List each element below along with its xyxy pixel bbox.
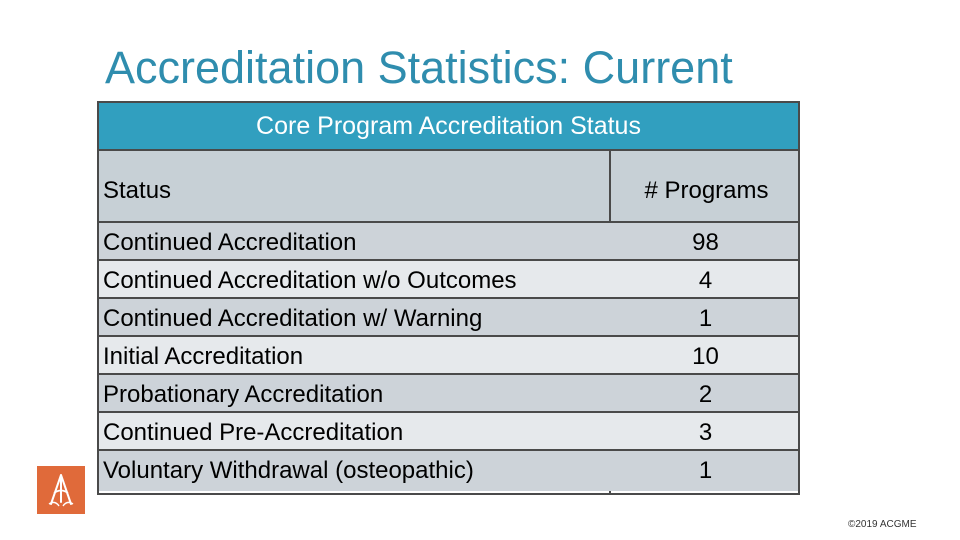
row-status: Continued Accreditation [103,229,357,256]
row-programs: 1 [698,457,713,484]
row-programs: 2 [698,381,713,408]
column-header-row: Status # Programs [99,151,798,223]
row-status: Continued Accreditation w/o Outcomes [103,267,517,294]
row-programs: 1 [698,305,713,332]
row-status: Continued Pre-Accreditation [103,419,404,446]
table-row: Continued Accreditation 98 [99,223,798,261]
table-row: Probationary Accreditation 2 [99,375,798,413]
slide-title: Accreditation Statistics: Current [105,42,733,93]
column-header-programs: # Programs [644,177,769,204]
table-row: Continued Pre-Accreditation 3 [99,413,798,451]
row-status: Initial Accreditation [103,343,304,370]
table-caption: Core Program Accreditation Status [99,103,798,151]
table-row: Continued Accreditation w/o Outcomes 4 [99,261,798,299]
row-status: Voluntary Withdrawal (osteopathic) [103,457,474,484]
accreditation-status-table: Core Program Accreditation Status Status… [97,101,800,495]
row-status: Continued Accreditation w/ Warning [103,305,483,332]
column-header-status: Status [103,177,172,204]
row-status: Probationary Accreditation [103,381,384,408]
table-body: Continued Accreditation 98 Continued Acc… [99,223,798,493]
copyright-text: ©2019 ACGME [848,519,917,530]
table-row: Voluntary Withdrawal (osteopathic) 1 [99,451,798,491]
table-row: Continued Accreditation w/ Warning 1 [99,299,798,337]
acgme-logo-icon [37,466,85,514]
table-row: Initial Accreditation 10 [99,337,798,375]
acgme-logo-mark [48,474,74,507]
row-programs: 10 [692,343,719,370]
row-programs: 4 [698,267,713,294]
row-programs: 98 [692,229,719,256]
row-programs: 3 [698,419,713,446]
